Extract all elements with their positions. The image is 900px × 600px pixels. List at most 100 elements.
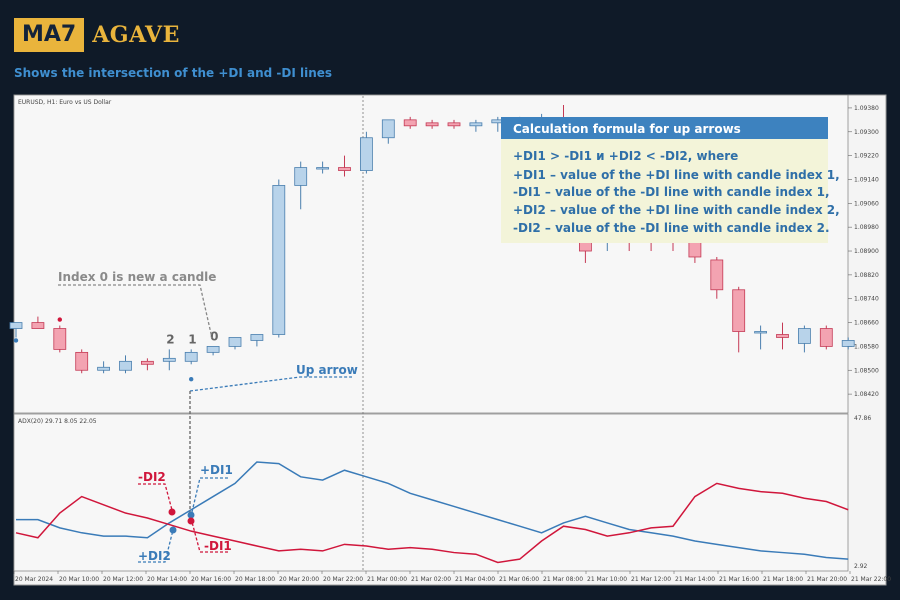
price-tick-label: 1.08900 <box>854 248 879 255</box>
x-tick-label: 21 Mar 08:00 <box>543 576 583 583</box>
di1-plus-guide <box>191 477 228 513</box>
price-y-axis: 1.09380 1.09300 1.09220 1.09140 1.09060 1.089… <box>848 105 879 398</box>
candle-body <box>359 137 373 171</box>
indicator-chart-title: ADX(20) 29.71 8.05 22.05 <box>18 418 97 425</box>
candle-body <box>316 167 330 170</box>
x-tick-label: 21 Mar 06:00 <box>499 576 539 583</box>
x-tick-label: 21 Mar 12:00 <box>631 576 671 583</box>
candle-body <box>75 351 89 371</box>
x-tick-label: 20 Mar 22:00 <box>323 576 363 583</box>
candle-body <box>250 334 264 341</box>
candle-body <box>381 119 395 139</box>
index0-guide <box>58 284 213 339</box>
callout-line-5: -DI2 – value of the -DI line with candle… <box>513 221 830 235</box>
price-tick-label: 1.08820 <box>854 272 879 279</box>
x-tick-label: 20 Mar 20:00 <box>279 576 319 583</box>
x-tick-label: 21 Mar 14:00 <box>675 576 715 583</box>
price-chart-title: EURUSD, H1: Euro vs US Dollar <box>18 99 112 106</box>
x-tick-label: 21 Mar 10:00 <box>587 576 627 583</box>
plus-di-line <box>16 461 849 560</box>
x-tick-label: 21 Mar 00:00 <box>367 576 407 583</box>
indicator-panel <box>13 413 849 572</box>
x-tick-label: 21 Mar 22:00 <box>851 576 891 583</box>
up-arrow-guide <box>189 376 352 392</box>
arrow-marker <box>189 377 194 382</box>
price-tick-label: 1.08660 <box>854 320 879 327</box>
candle-body <box>272 185 286 335</box>
x-tick-label: 21 Mar 18:00 <box>763 576 803 583</box>
minus-di-line <box>15 482 849 564</box>
candle-body <box>469 122 483 127</box>
di1-minus-point <box>187 517 195 525</box>
di2-plus-label: +DI2 <box>138 549 171 563</box>
x-tick-label: 20 Mar 16:00 <box>191 576 231 583</box>
candle-body <box>732 289 746 332</box>
price-tick-label: 1.08500 <box>854 367 879 374</box>
logo-name: AGAVE <box>92 22 180 48</box>
candle-body <box>425 122 439 127</box>
x-tick-label: 20 Mar 10:00 <box>59 576 99 583</box>
di1-minus-label: -DI1 <box>204 539 232 553</box>
x-tick-label: 20 Mar 2024 <box>15 576 53 583</box>
candle-body <box>184 351 198 362</box>
up-arrow-annotation: Up arrow <box>296 363 358 377</box>
di2-plus-guide <box>138 529 174 563</box>
x-tick-label: 21 Mar 20:00 <box>807 576 847 583</box>
x-tick-label: 20 Mar 12:00 <box>103 576 143 583</box>
time-x-axis: 20 Mar 2024 20 Mar 10:00 20 Mar 12:00 20 Ma… <box>13 571 891 583</box>
di1-minus-guide <box>191 521 228 553</box>
di2-minus-label: -DI2 <box>138 470 166 484</box>
price-tick-label: 1.08740 <box>854 296 879 303</box>
candle-body <box>841 340 855 347</box>
candle-body <box>228 337 242 347</box>
callout-line-1: +DI1 > -DI1 и +DI2 < -DI2, where <box>513 149 738 163</box>
candle-body <box>206 346 220 353</box>
logo-badge: MA7 <box>14 18 85 52</box>
x-tick-label: 20 Mar 18:00 <box>235 576 275 583</box>
candle-body <box>403 119 417 127</box>
candle-body <box>710 259 724 291</box>
price-tick-label: 1.08580 <box>854 343 879 350</box>
indicator-y-axis: 47.86 2.92 <box>854 415 871 570</box>
index0-annotation: Index 0 is new a candle <box>58 270 216 284</box>
formula-callout: Calculation formula for up arrows +DI1 >… <box>501 117 840 243</box>
candle-body <box>140 360 154 365</box>
candle-body <box>162 357 176 362</box>
price-tick-label: 1.09220 <box>854 153 879 160</box>
candle-index-label: 2 <box>166 332 174 346</box>
callout-line-4: +DI2 – value of the +DI line with candle… <box>513 203 840 217</box>
candle-body <box>447 122 461 127</box>
candle-body <box>119 360 132 371</box>
candle-body <box>819 328 833 347</box>
di1-plus-label: +DI1 <box>200 463 233 477</box>
indicator-tick-label: 47.86 <box>854 415 871 422</box>
price-tick-label: 1.09380 <box>854 105 879 112</box>
annotation-guides <box>58 284 352 563</box>
price-tick-label: 1.09300 <box>854 129 879 136</box>
candle-body <box>798 328 811 344</box>
candle-body <box>294 167 308 186</box>
x-tick-label: 21 Mar 04:00 <box>455 576 495 583</box>
candle-body <box>31 322 45 329</box>
price-tick-label: 1.08980 <box>854 224 879 231</box>
arrow-marker <box>57 317 62 322</box>
di1-plus-point <box>187 511 195 519</box>
candle-body <box>754 331 767 334</box>
di-lines <box>15 461 849 564</box>
candle-body <box>9 322 23 329</box>
page-subtitle: Shows the intersection of the +DI and -D… <box>14 66 333 80</box>
arrow-marker <box>13 338 19 343</box>
di2-minus-guide <box>138 483 173 511</box>
callout-title: Calculation formula for up arrows <box>513 122 741 136</box>
price-tick-label: 1.08420 <box>854 391 879 398</box>
callout-line-2: +DI1 – value of the +DI line with candle… <box>513 168 840 182</box>
candle-body <box>97 366 110 371</box>
di2-plus-point <box>169 526 177 534</box>
arrow-markers <box>13 317 194 382</box>
x-tick-label: 21 Mar 02:00 <box>411 576 451 583</box>
candle-body <box>53 328 67 350</box>
brand-logo: MA7 AGAVE <box>14 18 180 52</box>
callout-line-3: -DI1 – value of the -DI line with candle… <box>513 185 830 199</box>
